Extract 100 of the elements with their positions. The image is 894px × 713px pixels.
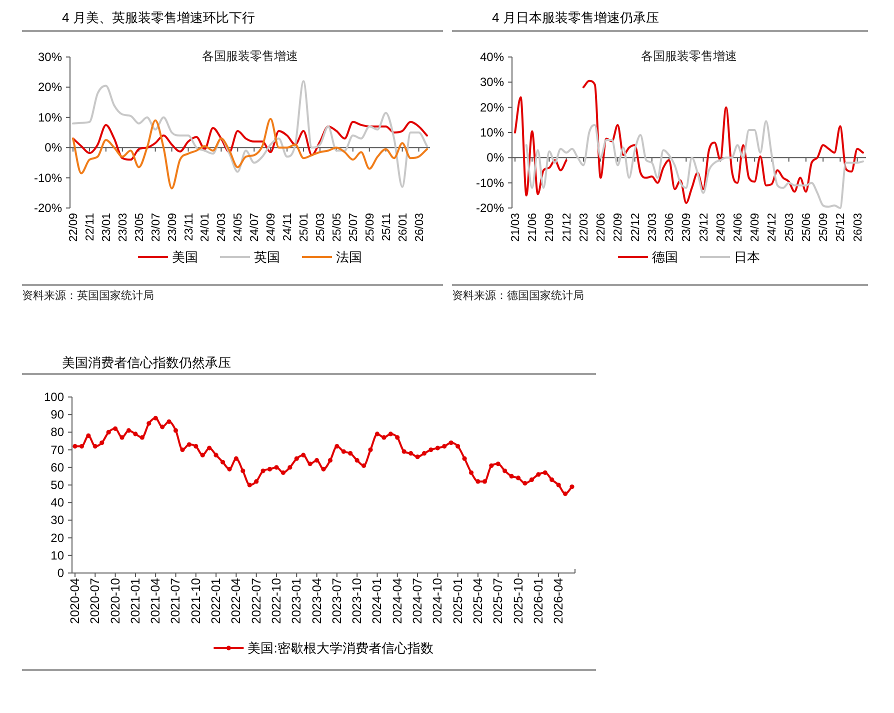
chart-title: 4 月日本服装零售增速仍承压 [492, 10, 659, 25]
y-tick-label: 50 [50, 478, 64, 492]
text: 资料来源：德国国家统计局 [452, 289, 584, 302]
y-tick-label: 30% [38, 50, 62, 64]
y-tick-label: 80 [50, 425, 64, 440]
y-tick-label: 10% [38, 110, 62, 124]
x-tick-label: 2023-01 [290, 578, 304, 624]
x-tick-label: 2023-10 [350, 578, 364, 624]
x-tick-label: 2025-07 [491, 578, 506, 624]
legend-label: 日本 [734, 250, 760, 264]
y-tick-label: -20% [34, 201, 62, 215]
x-tick-label: 21/03 [510, 213, 522, 242]
x-tick-label: 25/07 [348, 213, 360, 242]
x-tick-label: 2023-07 [330, 578, 344, 624]
x-tick-label: 22/09 [612, 213, 625, 242]
x-tick-label: 25/03 [314, 213, 327, 242]
x-tick-label: 24/09 [750, 213, 762, 242]
y-tick-label: -10% [476, 176, 504, 190]
x-tick-label: 2020-10 [108, 578, 122, 624]
x-tick-label: 2024-04 [390, 578, 404, 624]
x-tick-label: 2026-01 [531, 578, 546, 624]
y-tick-label: 100 [44, 390, 64, 404]
legend: 美国:密歇根大学消费者信心指数 [214, 640, 434, 656]
legend-label: 美国 [172, 250, 198, 264]
x-tick-label: 23/11 [183, 213, 196, 241]
x-tick-label: 2022-04 [229, 578, 244, 624]
line-series [72, 80, 428, 188]
x-tick-label: 23/09 [681, 213, 694, 242]
legend-label: 美国:密歇根大学消费者信心指数 [248, 640, 434, 656]
y-tick-label: 0% [486, 150, 504, 165]
chart-subtitle: 各国服装零售增速 [202, 49, 298, 63]
x-tick-label: 24/12 [766, 213, 779, 242]
x-tick-label: 2021-04 [148, 578, 163, 624]
y-tick-label: 20% [38, 80, 62, 94]
x-tick-label: 21/12 [561, 213, 574, 242]
x-tick-label: 25/09 [364, 213, 376, 242]
x-tick-label: 22/11 [84, 213, 96, 241]
x-tick-label: 2022-01 [209, 578, 224, 624]
x-tick-label: 23/09 [166, 213, 179, 242]
x-tick-label: 2021-01 [128, 578, 142, 624]
x-tick-label: 23/12 [698, 213, 710, 242]
x-tick-label: 24/07 [249, 213, 262, 242]
x-tick-label: 26/03 [414, 213, 426, 242]
x-tick-label: 25/12 [835, 213, 848, 242]
legend-label: 英国 [254, 250, 280, 264]
x-tick-label: 2021-10 [188, 578, 203, 624]
x-tick-label: 2022-10 [269, 578, 284, 624]
y-tick-label: 90 [50, 408, 64, 422]
x-tick-label: 2025-10 [511, 578, 526, 624]
x-tick-label: 25/03 [784, 213, 796, 242]
x-tick-label: 2020-04 [68, 578, 82, 624]
x-tick-label: 2026-04 [552, 578, 566, 624]
chart-title: 4 月美、英服装零售增速环比下行 [62, 10, 255, 25]
x-tick-label: 24/09 [266, 213, 278, 242]
x-tick-label: 23/06 [664, 213, 676, 242]
legend-label: 法国 [336, 250, 362, 264]
x-tick-label: 25/01 [298, 213, 311, 242]
x-tick-label: 24/06 [732, 213, 744, 242]
x-tick-label: 23/05 [134, 213, 146, 242]
x-tick-label: 21/09 [544, 213, 556, 242]
chart-subtitle: 各国服装零售增速 [641, 49, 737, 63]
text: 资料来源：英国国家统计局 [22, 289, 154, 302]
y-tick-label: 0 [57, 566, 64, 580]
y-tick-label: 40 [50, 496, 64, 510]
x-tick-label: 2022-07 [249, 578, 264, 624]
x-tick-label: 24/11 [282, 213, 294, 241]
y-tick-label: 20 [50, 530, 64, 545]
x-tick-label: 2020-07 [88, 578, 102, 624]
x-tick-label: 22/09 [68, 213, 80, 242]
x-tick-label: 22/12 [630, 213, 642, 242]
y-tick-label: 20% [480, 100, 504, 114]
x-tick-label: 24/03 [216, 213, 228, 242]
x-tick-label: 25/05 [331, 213, 344, 242]
x-tick-label: 26/03 [852, 213, 864, 242]
chart-title: 美国消费者信心指数仍然承压 [62, 355, 231, 370]
y-tick-label: 10% [480, 126, 504, 140]
y-tick-label: 10 [50, 548, 64, 562]
x-tick-label: 25/11 [380, 213, 393, 241]
x-tick-label: 2021-07 [168, 578, 183, 624]
line-series [525, 120, 864, 209]
x-tick-label: 2023-04 [310, 578, 324, 624]
y-tick-label: 30 [50, 513, 64, 528]
y-tick-label: 70 [50, 442, 64, 457]
x-tick-label: 22/03 [578, 213, 590, 242]
x-tick-label: 24/03 [715, 213, 728, 242]
y-tick-label: -20% [476, 201, 504, 215]
x-tick-label: 22/06 [596, 213, 608, 242]
x-tick-label: 24/01 [200, 213, 212, 242]
y-tick-label: 30% [480, 75, 504, 90]
y-tick-label: 40% [480, 50, 504, 64]
x-tick-label: 21/06 [527, 213, 540, 242]
y-tick-label: 60 [50, 460, 64, 474]
line-series [72, 120, 428, 161]
y-tick-label: 0% [44, 140, 62, 155]
x-tick-label: 2025-01 [450, 578, 465, 624]
x-tick-label: 25/09 [818, 213, 830, 242]
x-tick-label: 2024-10 [430, 578, 445, 624]
x-tick-label: 2024-01 [370, 578, 384, 624]
x-tick-label: 25/06 [800, 213, 813, 242]
x-tick-label: 2024-07 [410, 578, 425, 624]
